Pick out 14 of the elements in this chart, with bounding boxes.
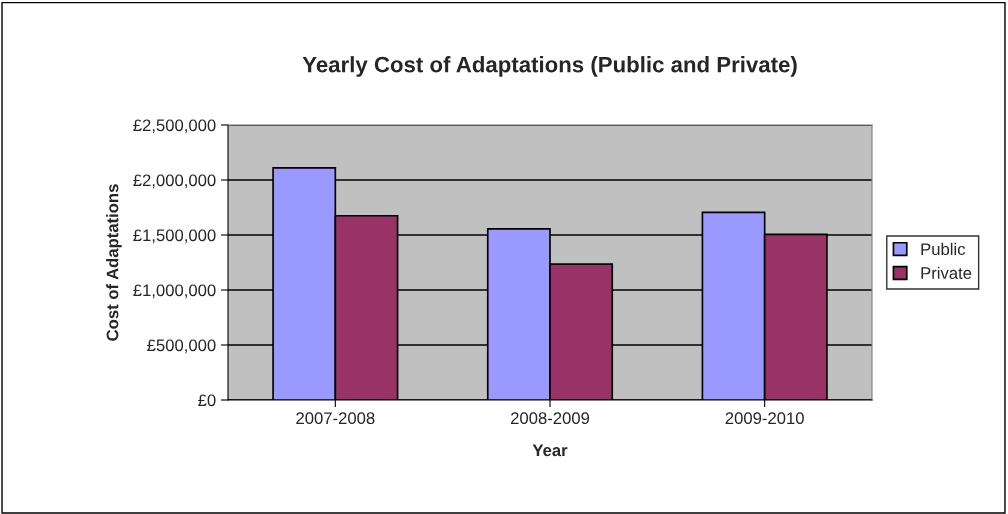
legend-label: Private xyxy=(921,266,972,279)
y-tick-label: £1,000,000 xyxy=(133,284,216,299)
x-axis-title: Year xyxy=(532,444,568,457)
y-tick-label: £500,000 xyxy=(147,339,216,354)
y-tick-label: £1,500,000 xyxy=(133,229,216,244)
y-axis-title: Cost of Adaptations xyxy=(106,184,122,341)
legend-label: Public xyxy=(921,242,966,256)
x-tick-label: 2007-2008 xyxy=(296,412,375,425)
x-tick-label: 2009-2010 xyxy=(725,412,804,425)
y-tick-label: £0 xyxy=(198,394,216,407)
y-tick-label: £2,500,000 xyxy=(133,119,216,134)
chart-title: Yearly Cost of Adaptations (Public and Private) xyxy=(302,56,797,77)
x-tick-label: 2008-2009 xyxy=(510,412,590,425)
y-tick-label: £2,000,000 xyxy=(133,174,216,189)
